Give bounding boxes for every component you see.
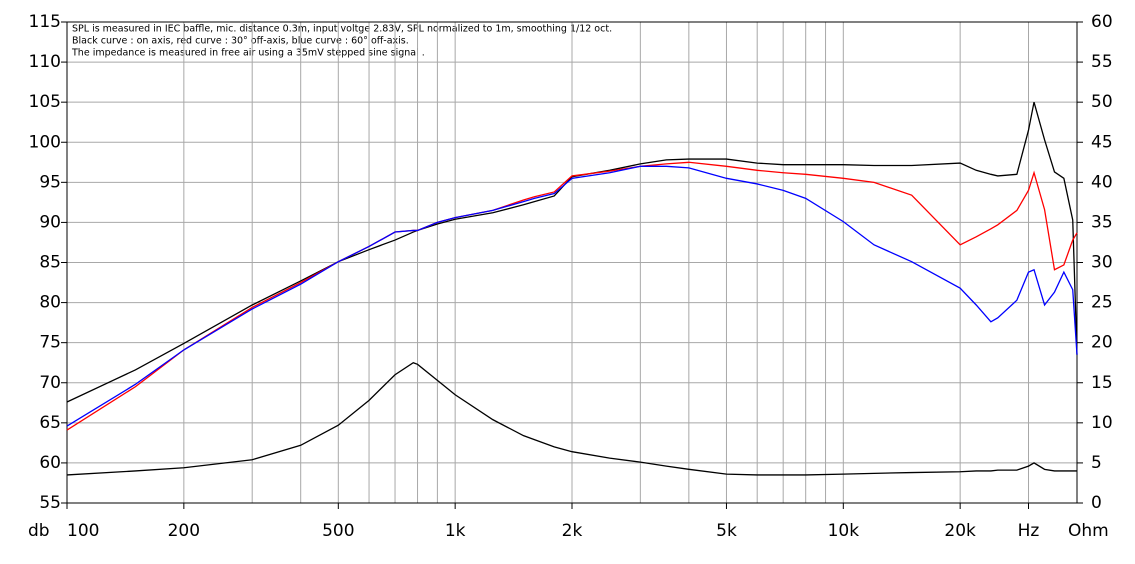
y2-tick-label: 55 [1091, 52, 1113, 72]
y2-axis-label: Ohm [1068, 521, 1109, 541]
annotation: SPL is measured in IEC baffle, mic. dist… [72, 24, 612, 35]
plot-frame [66, 21, 1078, 504]
y2-tick-label: 40 [1091, 172, 1113, 192]
y-tick-label: 95 [39, 172, 61, 192]
x-tick-label: 10k [828, 521, 860, 541]
y2-tick-label: 15 [1091, 373, 1113, 393]
y2-tick-label: 25 [1091, 293, 1113, 313]
x-tick-label: 2k [562, 521, 583, 541]
y-tick-label: 60 [39, 453, 61, 473]
y2-tick-label: 10 [1091, 413, 1113, 433]
y-tick-label: 75 [39, 333, 61, 353]
y-tick-label: 90 [39, 212, 61, 232]
y-tick-label: 85 [39, 253, 61, 273]
x-tick-label: 200 [168, 521, 200, 541]
x-tick-label: 1k [445, 521, 466, 541]
y2-tick-label: 20 [1091, 333, 1113, 353]
y-tick-label: 110 [29, 52, 61, 72]
y-tick-label: 115 [29, 12, 61, 32]
y-tick-label: 70 [39, 373, 61, 393]
annotation: The impedance is measured in free air us… [71, 48, 425, 59]
y-tick-label: 55 [39, 493, 61, 513]
y2-tick-label: 60 [1091, 12, 1113, 32]
y2-tick-label: 5 [1091, 453, 1102, 473]
y-tick-label: 105 [29, 92, 61, 112]
x-tick-label: Hz [1018, 521, 1040, 541]
y2-tick-label: 45 [1091, 132, 1113, 152]
x-tick-label: 500 [322, 521, 354, 541]
y2-tick-label: 0 [1091, 493, 1102, 513]
x-tick-label: 5k [716, 521, 737, 541]
x-tick-label: 100 [67, 521, 99, 541]
y2-tick-label: 35 [1091, 212, 1113, 232]
y-axis-label: db [28, 521, 50, 541]
y2-tick-label: 30 [1091, 253, 1113, 273]
y2-tick-label: 50 [1091, 92, 1113, 112]
series-line [66, 165, 1078, 427]
y-tick-label: 80 [39, 293, 61, 313]
series-line [66, 361, 1077, 476]
y-tick-label: 65 [39, 413, 61, 433]
series-line [66, 101, 1078, 403]
x-tick-label: 20k [944, 521, 976, 541]
y-tick-label: 100 [29, 132, 61, 152]
annotation: Black curve : on axis, red curve : 30° o… [72, 36, 409, 47]
